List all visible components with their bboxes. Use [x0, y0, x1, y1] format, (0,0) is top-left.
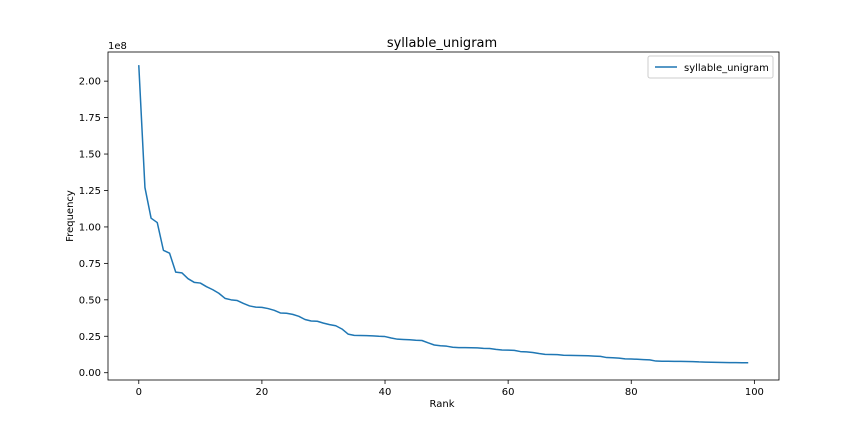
legend-entry-label: syllable_unigram [684, 63, 769, 74]
series-layer [138, 65, 749, 364]
y-tick-label: 0.50 [79, 295, 101, 306]
y-offset-label: 1e8 [108, 41, 127, 52]
y-tick-label: 0.25 [79, 332, 101, 343]
chart-title: syllable_unigram [387, 36, 497, 51]
y-tick-label: 0.75 [79, 259, 101, 270]
y-axis: 0.00 0.25 0.50 0.75 1.00 1.25 1.50 1.75 2.00 [79, 77, 108, 379]
plot-area [107, 51, 780, 381]
x-tick-label: 100 [745, 387, 764, 398]
x-axis: 0 20 40 60 80 100 [136, 380, 764, 398]
y-tick-label: 1.25 [79, 186, 101, 197]
x-tick-label: 0 [136, 387, 142, 398]
y-tick-label: 1.50 [79, 150, 101, 161]
x-tick-label: 40 [379, 387, 392, 398]
y-tick-label: 0.00 [79, 368, 101, 379]
x-axis-label: Rank [430, 399, 455, 410]
y-tick-label: 1.75 [79, 113, 101, 124]
y-tick-label: 2.00 [79, 77, 101, 88]
plot-frame [107, 51, 780, 381]
y-tick-label: 1.00 [79, 222, 101, 233]
legend: syllable_unigram [647, 55, 774, 79]
x-tick-label: 20 [256, 387, 269, 398]
series-line-syllable-unigram [138, 65, 749, 364]
x-tick-label: 60 [502, 387, 515, 398]
y-axis-label: Frequency [65, 190, 76, 242]
x-tick-label: 80 [625, 387, 638, 398]
legend-box [647, 55, 774, 79]
